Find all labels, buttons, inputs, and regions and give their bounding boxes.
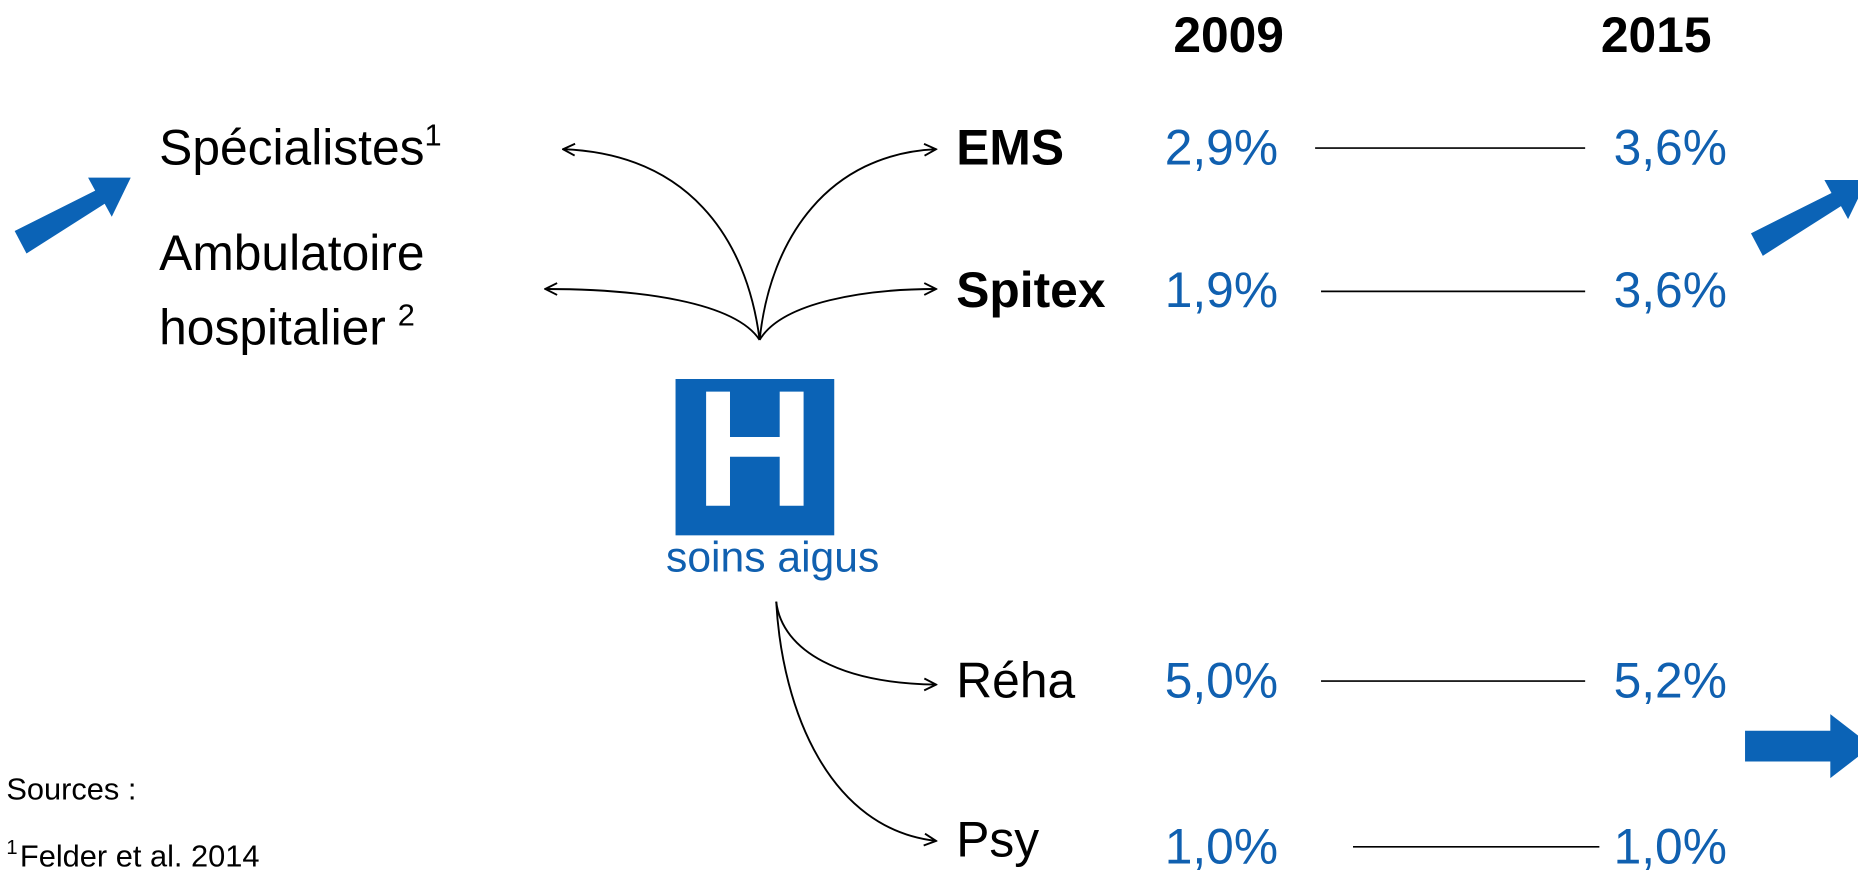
sources-title: Sources :	[6, 771, 136, 806]
hospital-letter: H	[695, 357, 815, 542]
flow-arrow	[758, 289, 936, 341]
trend-arrow	[14, 177, 131, 254]
flow-arrow	[563, 149, 761, 341]
footnote-mark: 1	[425, 118, 442, 153]
row-label: Réha	[956, 653, 1075, 709]
flow-arrow	[775, 601, 936, 841]
value-2015: 3,6%	[1614, 262, 1727, 318]
value-2009: 5,0%	[1165, 653, 1278, 709]
year-header: 2015	[1601, 7, 1712, 63]
left-label: Spécialistes1	[159, 118, 442, 176]
source-item: 1Felder et al. 2014	[6, 838, 259, 874]
footnote-mark: 1	[6, 838, 17, 860]
value-2015: 1,0%	[1614, 819, 1727, 875]
value-2015: 5,2%	[1614, 653, 1727, 709]
value-2015: 3,6%	[1614, 120, 1727, 176]
source-text: Felder et al. 2014	[20, 839, 260, 874]
row: Spitex 1,9% 3,6%	[956, 262, 1727, 318]
footnote-mark: 2	[398, 298, 415, 333]
row: Psy 1,0% 1,0%	[956, 811, 1727, 874]
row: EMS 2,9% 3,6%	[956, 120, 1727, 176]
year-header: 2009	[1173, 7, 1284, 63]
left-label: hospitalier 2	[159, 298, 415, 356]
row-label: Spitex	[956, 262, 1106, 318]
left-label: Ambulatoire	[159, 225, 424, 281]
value-2009: 1,9%	[1165, 262, 1278, 318]
hospital-label: soins aigus	[666, 533, 879, 581]
label-text: Spécialistes	[159, 120, 424, 176]
flow-arrow	[775, 601, 936, 685]
row-label: Psy	[956, 811, 1039, 867]
flow-arrow	[758, 149, 936, 341]
row: Réha 5,0% 5,2%	[956, 653, 1727, 709]
row-label: EMS	[956, 120, 1064, 176]
hospital-icon	[675, 379, 835, 536]
value-2009: 1,0%	[1165, 819, 1278, 875]
value-2009: 2,9%	[1165, 120, 1278, 176]
trend-arrow	[1745, 714, 1858, 779]
trend-arrow	[1750, 180, 1858, 256]
flow-arrow	[545, 289, 761, 341]
label-text: hospitalier	[159, 300, 386, 356]
